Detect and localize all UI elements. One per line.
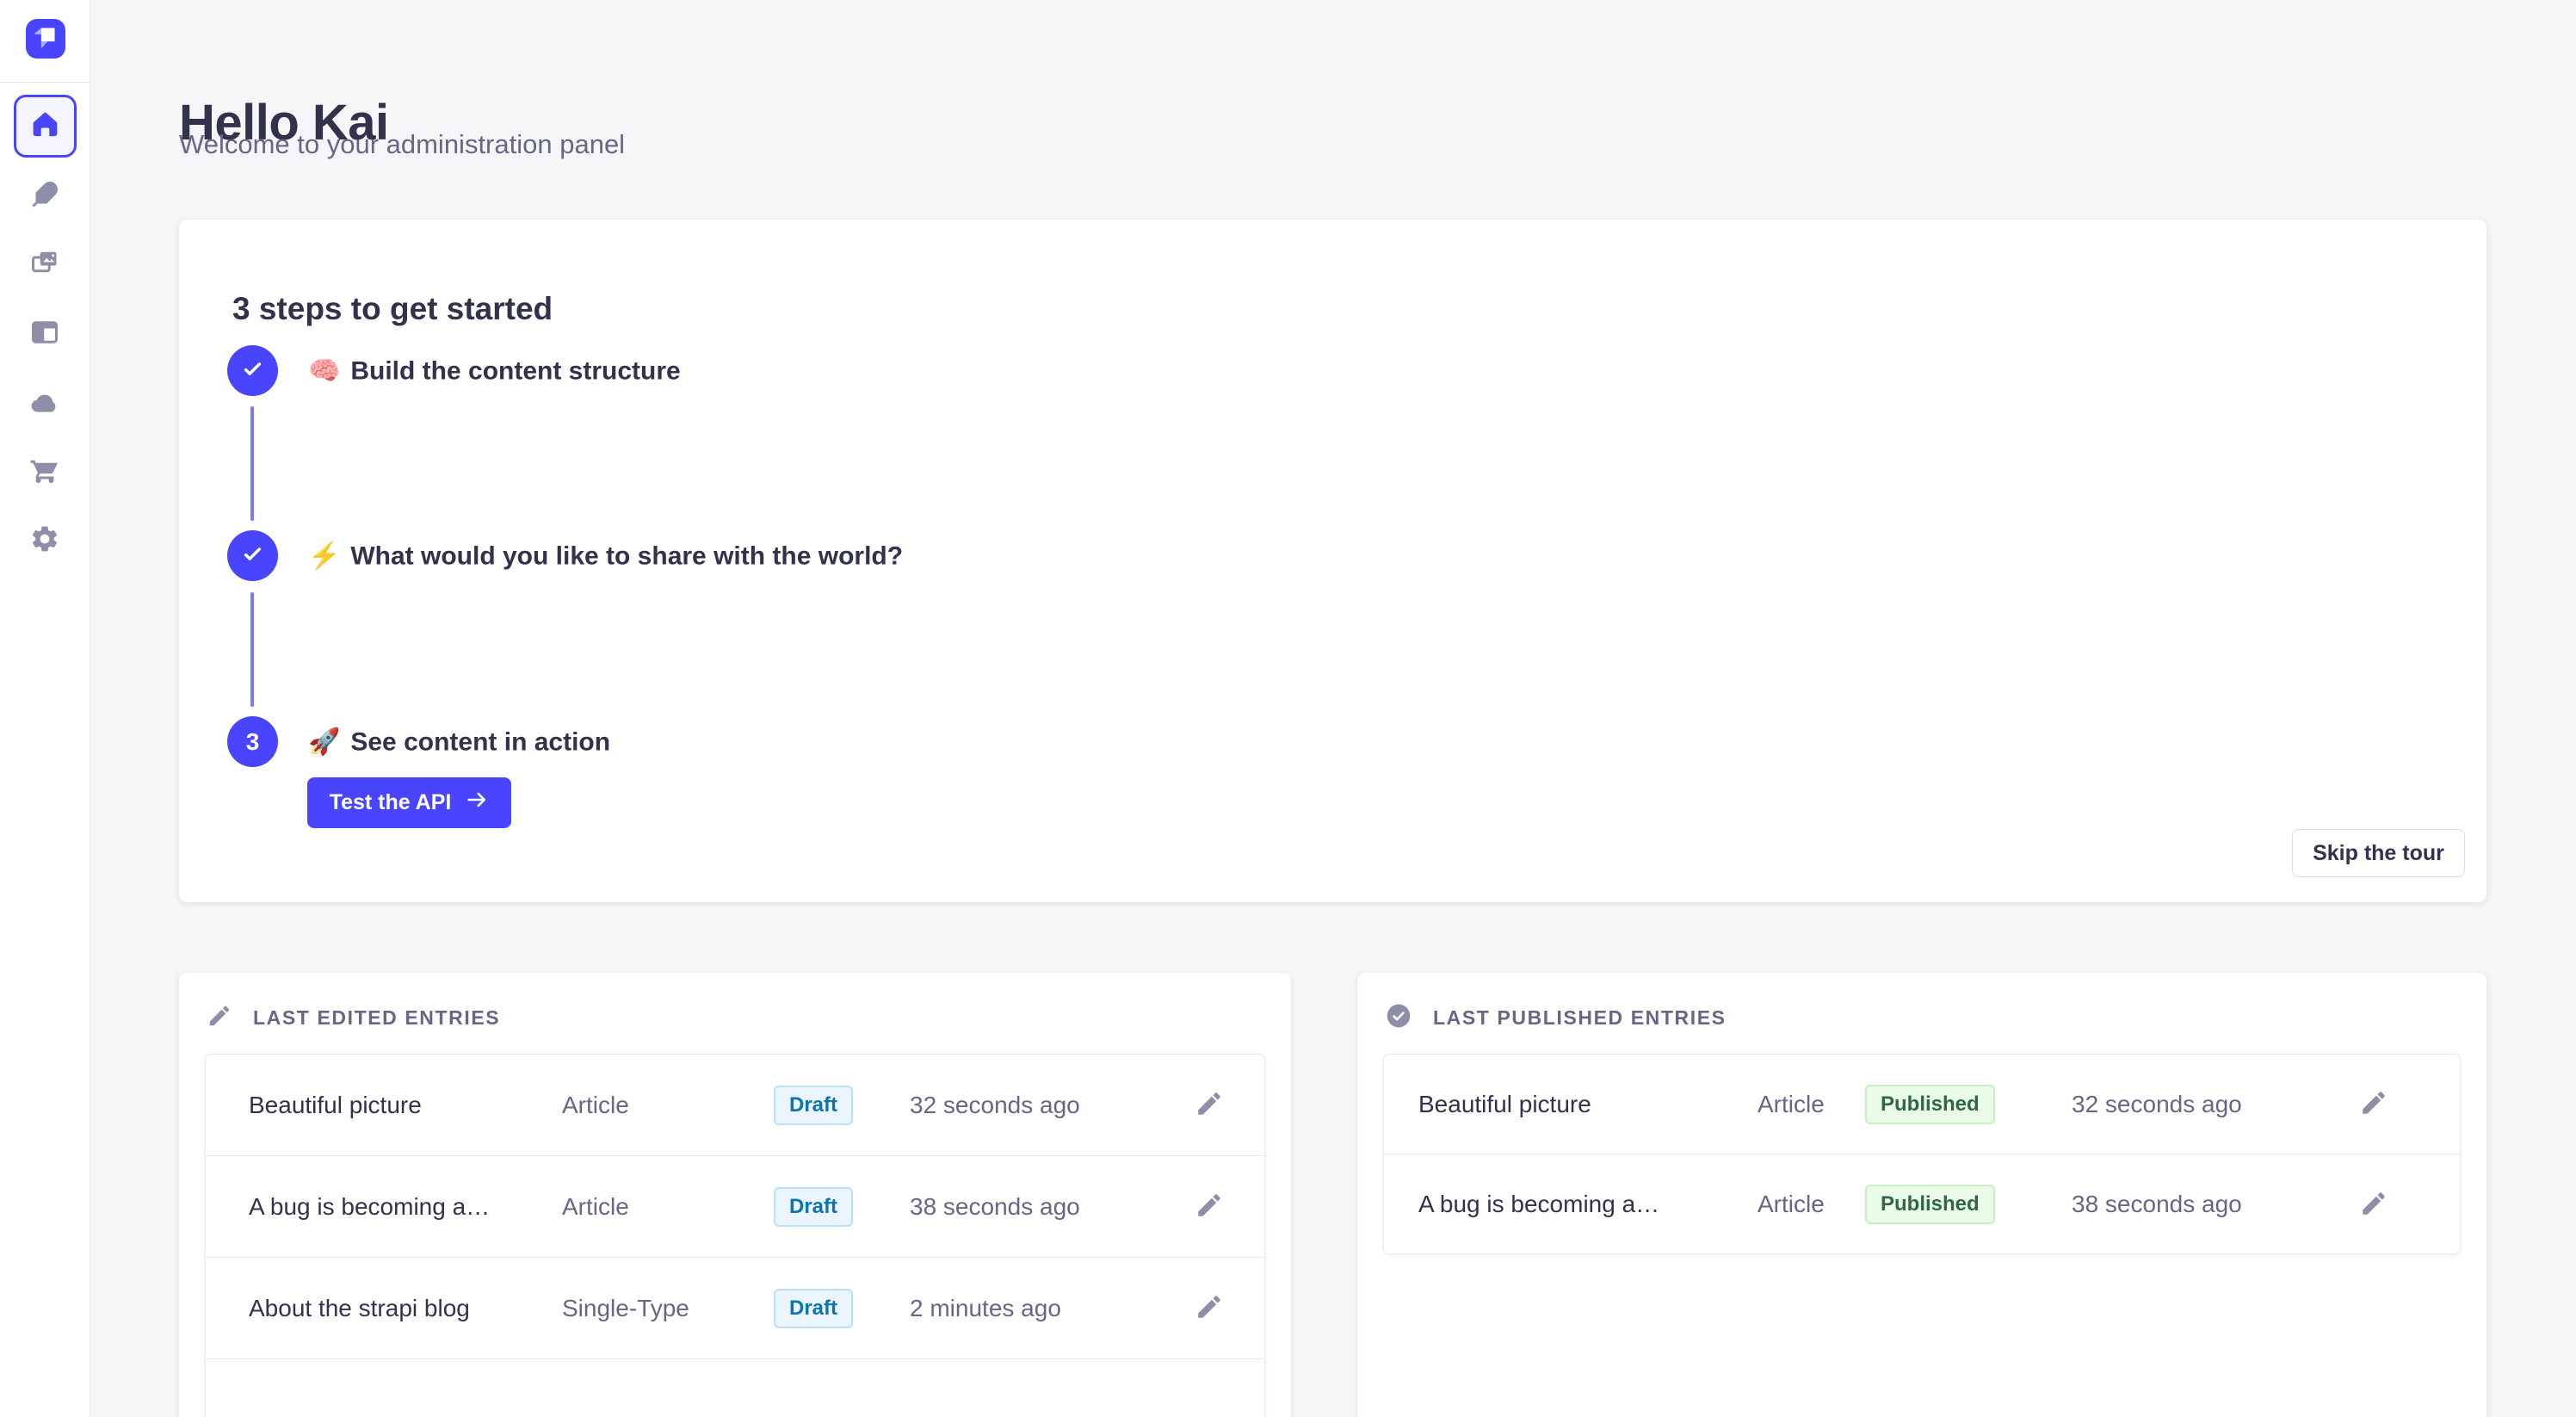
skip-tour-button[interactable]: Skip the tour [2292,829,2465,877]
step-1-label: 🧠 Build the content structure [308,356,681,386]
rocket-emoji: 🚀 [308,727,341,757]
settings-gear-icon [29,523,60,559]
entry-type: Article [1757,1090,1825,1117]
step-3-number: 3 [245,727,260,755]
entry-title: Beautiful picture [1418,1090,1591,1117]
edit-entry-button[interactable] [2355,1086,2393,1123]
sidebar-item-marketplace[interactable] [26,453,64,491]
last-edited-entries-panel: LAST EDITED ENTRIES Beautiful picture Ar… [179,973,1291,1417]
media-library-icon [29,247,60,282]
edit-entry-button[interactable] [1190,1188,1228,1226]
table-row: A bug is becoming a… Article Draft 38 se… [206,1156,1264,1258]
entry-title: A bug is becoming a… [249,1192,491,1220]
edit-entry-button[interactable] [2355,1185,2393,1223]
check-icon [241,542,264,570]
entry-time: 32 seconds ago [2072,1090,2242,1117]
table-row: Beautiful picture Article Draft 32 secon… [206,1055,1264,1156]
strapi-logo-icon [26,17,65,61]
entry-title: Beautiful picture [249,1091,422,1118]
marketplace-cart-icon [29,455,60,490]
strapi-logo [26,19,65,59]
entry-time: 38 seconds ago [910,1192,1080,1220]
onboarding-title: 3 steps to get started [232,290,553,326]
main-navigation-sidebar [0,0,90,1417]
sidebar-divider [0,82,90,83]
sidebar-item-home[interactable] [14,95,77,158]
sidebar-item-content-manager[interactable] [26,177,64,215]
status-badge: Draft [774,1288,854,1328]
pencil-icon [207,1003,232,1033]
sidebar-item-deploy[interactable] [26,386,64,424]
arrow-right-icon [465,788,489,818]
entry-time: 2 minutes ago [910,1294,1061,1321]
home-icon [29,108,61,145]
step-3-label: 🚀 See content in action [308,727,611,757]
step-3-number-indicator: 3 [227,716,278,767]
sidebar-item-content-type-builder[interactable] [26,315,64,353]
entry-title: About the strapi blog [249,1294,470,1321]
onboarding-card: 3 steps to get started 🧠 Build the conte… [179,220,2486,902]
last-published-header: LAST PUBLISHED ENTRIES [1385,1002,1727,1033]
entry-type: Article [562,1091,629,1118]
entry-type: Article [1757,1191,1825,1217]
status-badge: Draft [774,1186,854,1227]
step-2-label: ⚡ What would you like to share with the … [308,541,904,571]
last-edited-table: Beautiful picture Article Draft 32 secon… [205,1054,1265,1417]
step-connector [250,592,254,707]
feather-icon [29,179,60,214]
pencil-icon [1195,1292,1224,1324]
brain-emoji: 🧠 [308,356,341,386]
last-published-table: Beautiful picture Article Published 32 s… [1383,1054,2461,1254]
pencil-icon [2359,1088,2388,1120]
panel-title: LAST EDITED ENTRIES [253,1006,501,1029]
pencil-icon [2359,1189,2388,1221]
status-badge: Draft [774,1085,854,1125]
entry-time: 32 seconds ago [910,1091,1080,1118]
sidebar-item-media-library[interactable] [26,245,64,283]
table-row: A bug is becoming a… Article Published 3… [1384,1154,2460,1253]
step-2-done-indicator [227,530,278,581]
cloud-icon [28,387,61,424]
entry-type: Article [562,1192,629,1220]
pencil-icon [1195,1089,1224,1121]
check-icon [241,357,264,385]
last-edited-header: LAST EDITED ENTRIES [207,1002,500,1033]
table-row: About the strapi blog Single-Type Draft … [206,1258,1264,1359]
edit-entry-button[interactable] [1190,1290,1228,1327]
sidebar-item-settings[interactable] [26,522,64,560]
page-title: Hello Kai [179,94,389,151]
status-badge: Published [1865,1185,1995,1224]
last-published-entries-panel: LAST PUBLISHED ENTRIES Beautiful picture… [1357,973,2486,1417]
page-subtitle: Welcome to your administration panel [179,129,626,159]
status-badge: Published [1865,1084,1995,1124]
edit-entry-button[interactable] [1190,1086,1228,1124]
entry-title: A bug is becoming a… [1418,1191,1660,1217]
entry-time: 38 seconds ago [2072,1191,2242,1217]
entry-type: Single-Type [562,1294,689,1321]
step-1-done-indicator [227,345,278,396]
lightning-emoji: ⚡ [308,541,341,571]
check-circle-icon [1385,1002,1412,1034]
step-connector [250,406,254,521]
panel-title: LAST PUBLISHED ENTRIES [1433,1006,1727,1029]
pencil-icon [1195,1191,1224,1222]
test-api-button[interactable]: Test the API [307,777,511,828]
table-row: Beautiful picture Article Published 32 s… [1384,1055,2460,1154]
content-type-builder-icon [29,317,60,352]
